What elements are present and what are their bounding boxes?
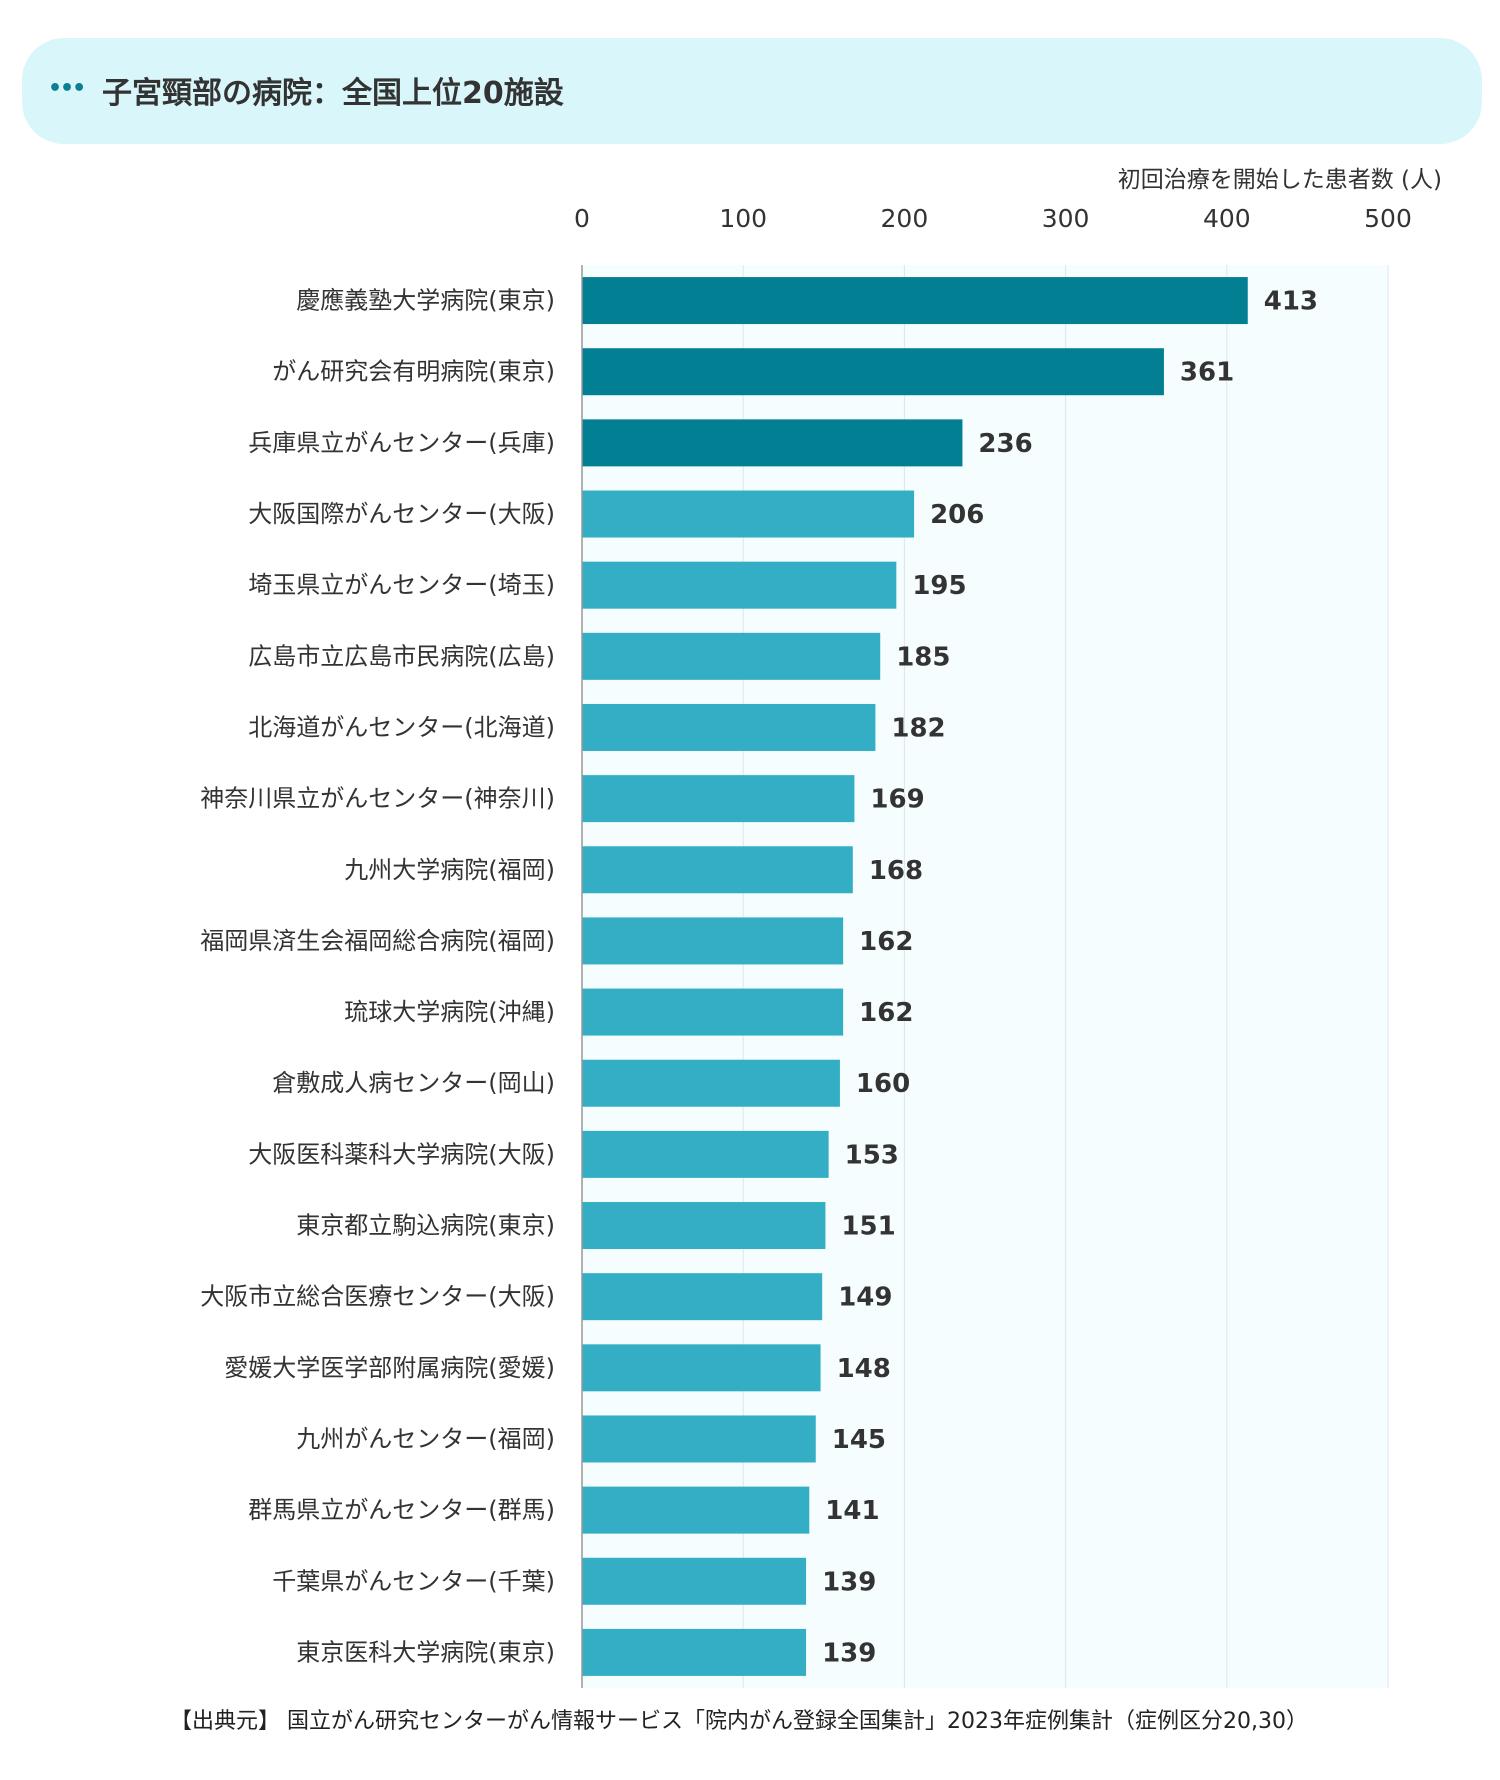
category-label: 東京医科大学病院(東京) [296,1638,555,1666]
value-label: 139 [822,1567,876,1597]
value-label: 162 [859,998,913,1028]
bar [582,277,1248,325]
value-label: 160 [856,1069,910,1099]
bar [582,1202,826,1250]
bar [582,1059,840,1107]
value-label: 168 [869,856,923,886]
value-label: 141 [825,1496,879,1526]
category-label: 東京都立駒込病院(東京) [296,1212,555,1240]
x-tick-label: 400 [1203,204,1251,233]
chart-header: ••• 子宮頸部の病院：全国上位20施設 [22,38,1482,144]
bar [582,1557,807,1605]
x-tick-label: 500 [1364,204,1412,233]
category-label: 大阪医科薬科大学病院(大阪) [248,1140,555,1168]
category-label: 広島市立広島市民病院(広島) [248,642,555,670]
value-label: 151 [841,1212,895,1242]
bar [582,419,963,467]
value-label: 236 [978,429,1032,459]
category-label: 愛媛大学医学部附属病院(愛媛) [224,1354,555,1382]
x-tick-label: 200 [881,204,929,233]
bar [582,561,897,609]
bar [582,846,853,894]
value-label: 361 [1180,358,1234,388]
bar [582,348,1164,396]
bar [582,1344,821,1392]
category-label: 群馬県立がんセンター(群馬) [248,1496,555,1524]
value-label: 149 [838,1283,892,1313]
category-label: 埼玉県立がんセンター(埼玉) [248,571,555,599]
value-label: 195 [912,571,966,601]
bar [582,490,915,538]
bar [582,775,855,823]
category-label: 千葉県がんセンター(千葉) [272,1567,555,1595]
chart-title: 子宮頸部の病院：全国上位20施設 [102,76,564,111]
x-tick-label: 0 [574,204,590,233]
category-label: 北海道がんセンター(北海道) [248,713,555,741]
bar [582,1415,816,1463]
bar [582,1130,829,1178]
value-label: 206 [930,500,984,530]
bar [582,632,881,680]
plot-background [582,265,1388,1688]
source-note: 【出典元】 国立がん研究センターがん情報サービス「院内がん登録全国集計」2023… [170,1709,1308,1734]
value-label: 413 [1264,287,1318,317]
bar [582,1486,810,1534]
category-label: 慶應義塾大学病院(東京) [296,287,555,315]
category-label: 大阪市立総合医療センター(大阪) [200,1283,555,1311]
category-label: がん研究会有明病院(東京) [272,358,555,386]
category-label: 琉球大学病院(沖縄) [344,998,555,1026]
value-label: 162 [859,927,913,957]
bar-chart: 0 100 200 300 400 500 慶應義塾大学病院(東京) 413 がん研究会有明病院… [200,204,1412,1688]
value-label: 145 [832,1425,886,1455]
value-label: 182 [891,713,945,743]
value-label: 148 [837,1354,891,1384]
bar [582,1628,807,1676]
category-label: 九州がんセンター(福岡) [296,1425,555,1453]
bar [582,988,844,1036]
category-label: 九州大学病院(福岡) [344,856,555,884]
ellipsis-icon: ••• [48,76,86,101]
bar [582,1273,823,1321]
value-label: 153 [845,1140,899,1170]
category-label: 大阪国際がんセンター(大阪) [248,500,555,528]
category-label: 兵庫県立がんセンター(兵庫) [248,429,555,457]
value-label: 185 [896,642,950,672]
category-label: 福岡県済生会福岡総合病院(福岡) [200,927,555,955]
bar [582,703,876,751]
value-label: 169 [870,785,924,815]
x-axis-label: 初回治療を開始した患者数 (人) [1117,167,1442,193]
category-label: 倉敷成人病センター(岡山) [272,1069,555,1097]
x-tick-label: 300 [1042,204,1090,233]
x-tick-label: 100 [719,204,767,233]
category-label: 神奈川県立がんセンター(神奈川) [200,785,555,813]
value-label: 139 [822,1638,876,1668]
bar [582,917,844,965]
